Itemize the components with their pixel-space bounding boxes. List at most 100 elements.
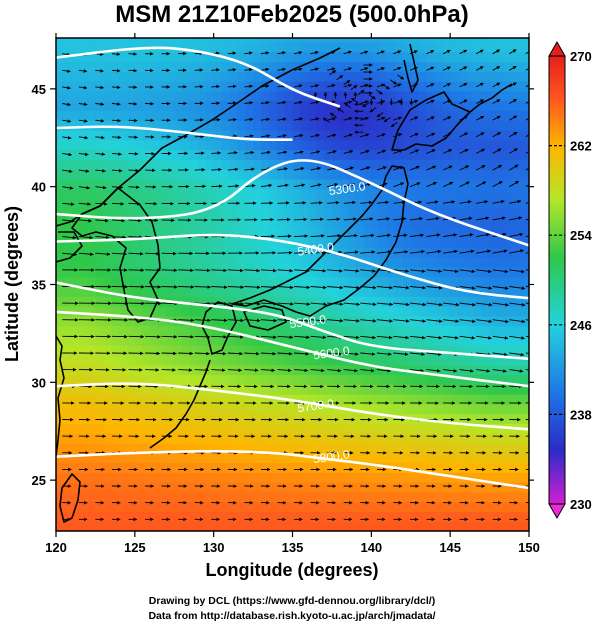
wind-vector — [492, 352, 508, 357]
contour-labels: 5300.0 5400.0 5500.0 5600.0 5700.0 5800.0 — [289, 179, 367, 466]
wind-vector — [227, 285, 245, 289]
wind-vector — [277, 285, 294, 290]
wind-vector — [509, 131, 518, 138]
wind-vector — [327, 183, 339, 188]
wind-vector — [525, 101, 529, 104]
colorbar-tick-label: 270 — [570, 49, 592, 64]
wind-vector — [343, 67, 352, 71]
wind-vector — [426, 66, 435, 71]
colorbar-tick-label: 230 — [570, 497, 592, 512]
wind-vector — [178, 318, 195, 323]
wind-vector — [343, 79, 351, 86]
wind-vector — [360, 200, 373, 205]
wind-vector — [459, 269, 476, 274]
wind-vector — [376, 233, 391, 238]
wind-vector — [476, 352, 492, 357]
wind-vector — [277, 67, 286, 72]
wind-vector — [294, 234, 309, 238]
wind-vector — [360, 250, 376, 254]
wind-vector — [327, 318, 344, 323]
wind-vector — [360, 319, 377, 323]
wind-vector — [376, 112, 384, 118]
wind-vector — [310, 50, 319, 55]
wind-vector — [509, 148, 518, 154]
wind-vector — [426, 233, 441, 238]
wind-vector — [393, 182, 405, 188]
wind-vector — [343, 302, 361, 307]
wind-vector — [294, 166, 305, 171]
wind-vector — [145, 368, 160, 372]
wind-vector — [343, 335, 360, 340]
wind-vector — [360, 50, 369, 55]
wind-vector — [260, 183, 273, 188]
wind-vector — [194, 184, 207, 189]
wind-vector — [260, 51, 270, 55]
wind-vector — [492, 181, 503, 188]
wind-vector — [343, 250, 359, 254]
wind-vector — [95, 152, 106, 156]
wind-vector — [409, 352, 425, 356]
wind-vector — [409, 335, 426, 340]
chart-title: MSM 21Z10Feb2025 (500.0hPa) — [115, 1, 469, 28]
wind-vector — [509, 269, 525, 274]
wind-vector — [260, 251, 276, 255]
wind-vector — [194, 285, 211, 289]
wind-vector — [327, 150, 337, 154]
wind-vector — [509, 249, 524, 254]
y-tick-label: 45 — [32, 82, 46, 97]
wind-vector — [211, 84, 220, 89]
coastline-kyushu — [201, 301, 237, 355]
wind-vector — [310, 67, 319, 71]
wind-vector — [227, 167, 239, 172]
wind-vector — [376, 302, 394, 307]
x-tick-label: 145 — [439, 540, 461, 555]
wind-vector — [459, 286, 476, 290]
wind-vector — [476, 249, 491, 254]
wind-vector — [390, 79, 397, 85]
wind-vector — [393, 285, 410, 290]
coastline-kurils — [469, 83, 513, 113]
wind-vector — [459, 181, 470, 188]
contour-5400 — [56, 233, 529, 300]
contour-label: 5400.0 — [296, 240, 335, 259]
wind-vector — [244, 183, 256, 188]
wind-vector — [78, 69, 88, 73]
colorbar-ticks: 270 262 254 246 238 230 — [549, 49, 592, 512]
wind-vector — [492, 132, 502, 138]
wind-vector — [111, 52, 121, 56]
wind-vector — [78, 219, 92, 223]
wind-vector — [329, 112, 337, 118]
wind-vector — [227, 68, 237, 72]
wind-vector — [294, 368, 309, 373]
wind-vector — [476, 200, 489, 204]
wind-vector — [476, 335, 492, 340]
y-tick-label: 35 — [32, 278, 46, 293]
wind-vector — [111, 85, 121, 90]
wind-vector — [128, 68, 138, 73]
wind-vector — [525, 117, 529, 121]
wind-vector — [310, 217, 324, 222]
wind-vector — [260, 234, 276, 239]
wind-vector — [475, 148, 486, 154]
wind-vector — [62, 152, 73, 157]
wind-vector — [442, 83, 451, 88]
wind-vector — [310, 302, 327, 306]
wind-vector — [426, 50, 435, 55]
wind-vector — [95, 218, 109, 223]
coastline-korea — [71, 187, 161, 323]
wind-vector — [78, 119, 88, 123]
wind-vector — [426, 99, 435, 104]
wind-vector — [443, 249, 458, 254]
wind-vector — [277, 150, 288, 155]
wind-vector — [128, 185, 140, 189]
wind-vector — [277, 335, 294, 339]
wind-vector — [476, 286, 493, 290]
wind-vector — [161, 301, 178, 306]
wind-vector — [376, 133, 386, 138]
wind-vector — [509, 286, 526, 290]
wind-vector — [443, 233, 458, 238]
wind-vector — [111, 152, 122, 156]
wind-vector — [376, 319, 393, 323]
wind-vector — [310, 318, 327, 323]
